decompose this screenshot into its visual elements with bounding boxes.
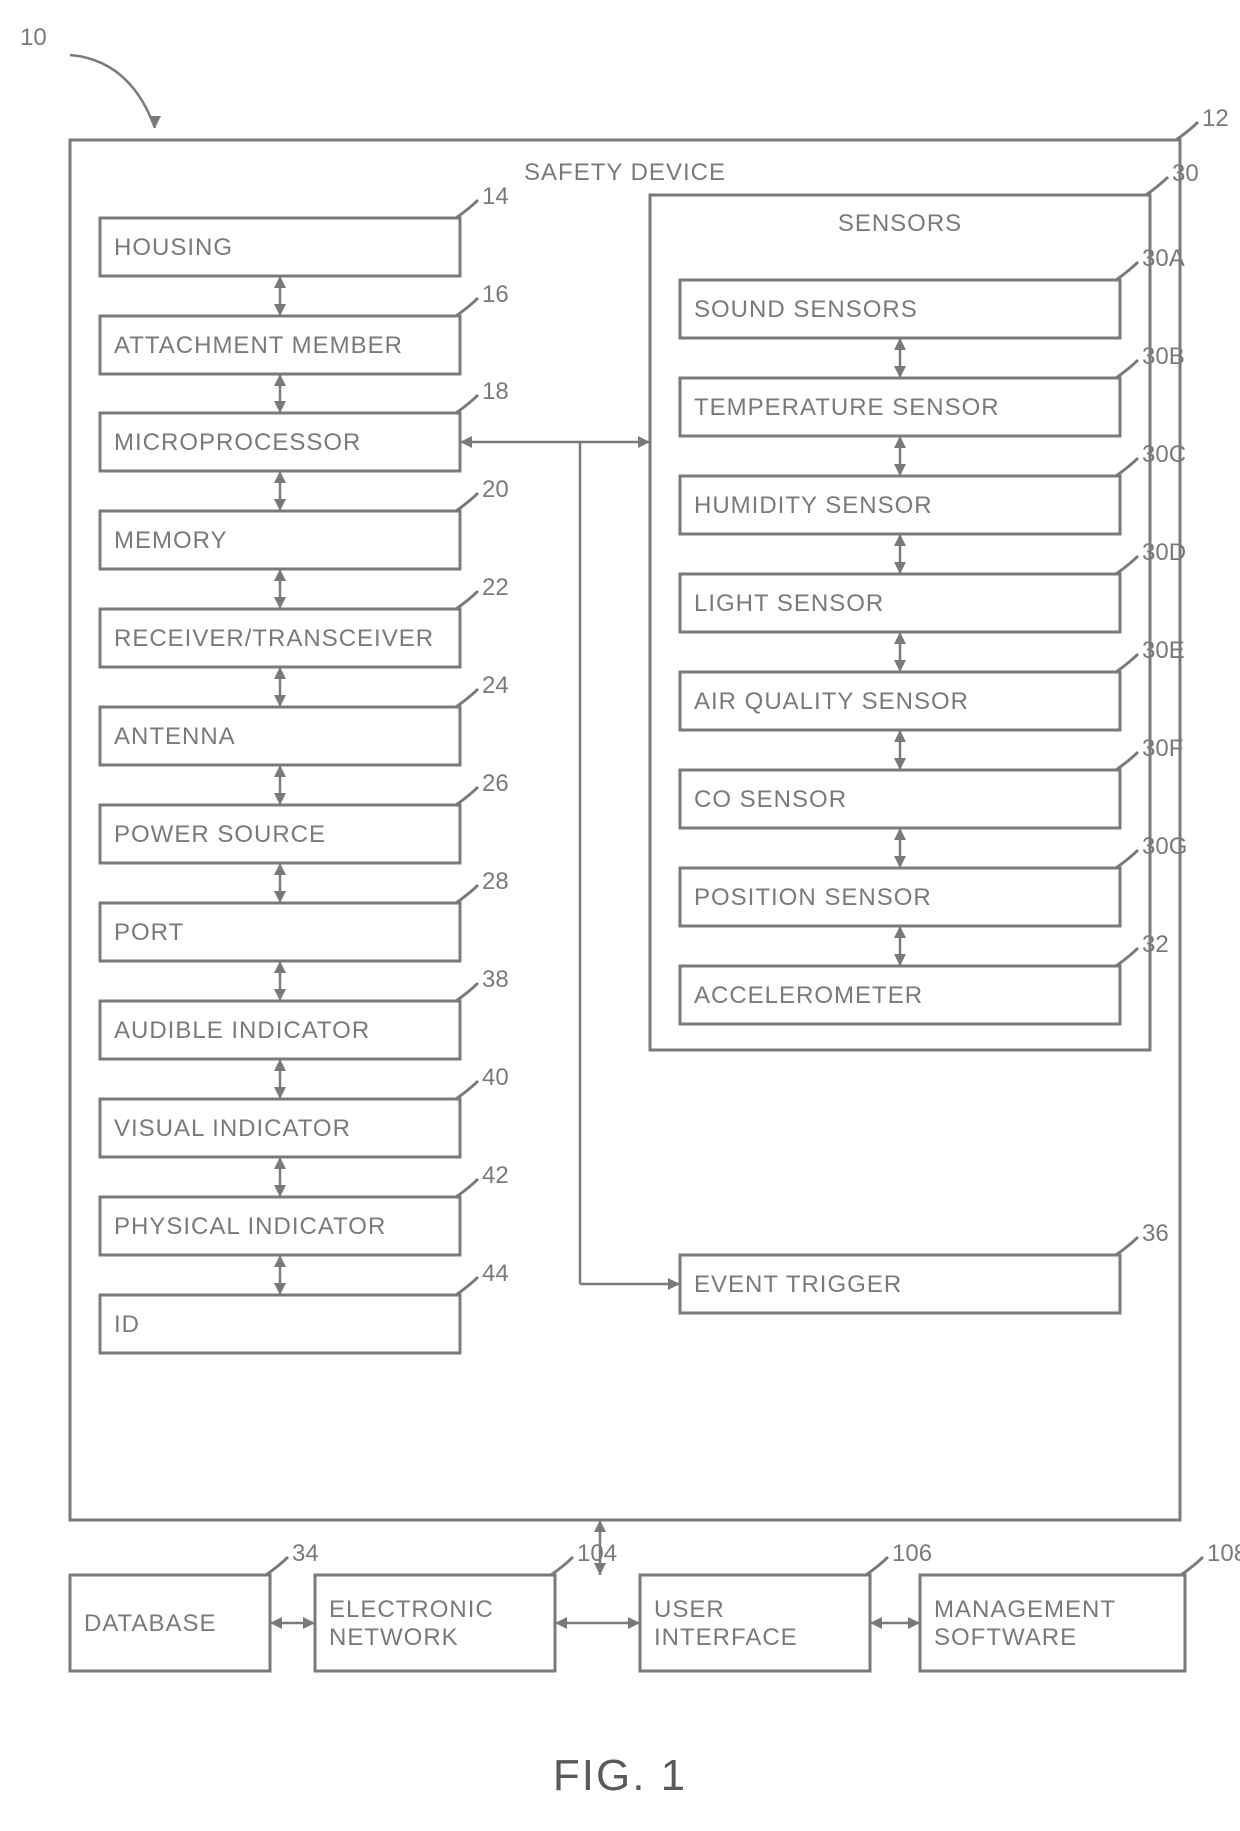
ref-104: 104 xyxy=(577,1540,617,1567)
ref-26: 26 xyxy=(482,770,509,797)
left-visual-label: VISUAL INDICATOR xyxy=(114,1115,351,1142)
ref-22: 22 xyxy=(482,574,509,601)
figure-label: FIG. 1 xyxy=(553,1751,687,1800)
ref-38: 38 xyxy=(482,966,509,993)
ref-14: 14 xyxy=(482,183,509,210)
left-attach-label: ATTACHMENT MEMBER xyxy=(114,332,403,359)
left-rxtx-label: RECEIVER/TRANSCEIVER xyxy=(114,625,434,652)
ref-16: 16 xyxy=(482,281,509,308)
sensor-humid-label: HUMIDITY SENSOR xyxy=(694,492,933,519)
ref-24: 24 xyxy=(482,672,509,699)
ref-30D: 30D xyxy=(1142,539,1186,566)
bottom-mgmt-box xyxy=(920,1575,1185,1671)
ref-12: 12 xyxy=(1202,105,1229,132)
ref-30F: 30F xyxy=(1142,735,1183,762)
ref-42: 42 xyxy=(482,1162,509,1189)
ref-30E: 30E xyxy=(1142,637,1185,664)
sensor-pos-label: POSITION SENSOR xyxy=(694,884,932,911)
ref-18: 18 xyxy=(482,378,509,405)
system-arrow xyxy=(70,55,155,128)
ref-32: 32 xyxy=(1142,931,1169,958)
sensor-air-label: AIR QUALITY SENSOR xyxy=(694,688,969,715)
ref-10: 10 xyxy=(20,24,47,51)
sensor-sound-label: SOUND SENSORS xyxy=(694,296,918,323)
ref-36: 36 xyxy=(1142,1220,1169,1247)
left-housing-label: HOUSING xyxy=(114,234,233,261)
left-memory-label: MEMORY xyxy=(114,527,228,554)
bottom-ui-box xyxy=(640,1575,870,1671)
left-physical-label: PHYSICAL INDICATOR xyxy=(114,1213,386,1240)
ref-40: 40 xyxy=(482,1064,509,1091)
ref-30G: 30G xyxy=(1142,833,1187,860)
ref-44: 44 xyxy=(482,1260,509,1287)
ref-30: 30 xyxy=(1172,160,1199,187)
ref-30B: 30B xyxy=(1142,343,1185,370)
bottom-net-box xyxy=(315,1575,555,1671)
ref-20: 20 xyxy=(482,476,509,503)
left-antenna-label: ANTENNA xyxy=(114,723,236,750)
left-micro-label: MICROPROCESSOR xyxy=(114,429,361,456)
left-port-label: PORT xyxy=(114,919,184,946)
sensor-accel-label: ACCELEROMETER xyxy=(694,982,923,1009)
ref-30C: 30C xyxy=(1142,441,1186,468)
ref-108: 108 xyxy=(1207,1540,1240,1567)
sensor-temp-label: TEMPERATURE SENSOR xyxy=(694,394,1000,421)
sensors-title: SENSORS xyxy=(838,210,962,237)
event-trigger-label: EVENT TRIGGER xyxy=(694,1271,902,1298)
ref-34: 34 xyxy=(292,1540,319,1567)
safety-device-title: SAFETY DEVICE xyxy=(524,159,726,186)
ref-30A: 30A xyxy=(1142,245,1185,272)
sensor-light-label: LIGHT SENSOR xyxy=(694,590,884,617)
ref-106: 106 xyxy=(892,1540,932,1567)
left-id-label: ID xyxy=(114,1311,140,1338)
sensor-co-label: CO SENSOR xyxy=(694,786,847,813)
ref-28: 28 xyxy=(482,868,509,895)
left-audible-label: AUDIBLE INDICATOR xyxy=(114,1017,370,1044)
left-power-label: POWER SOURCE xyxy=(114,821,326,848)
bottom-db-label: DATABASE xyxy=(84,1610,216,1637)
left-id-box xyxy=(100,1295,460,1353)
